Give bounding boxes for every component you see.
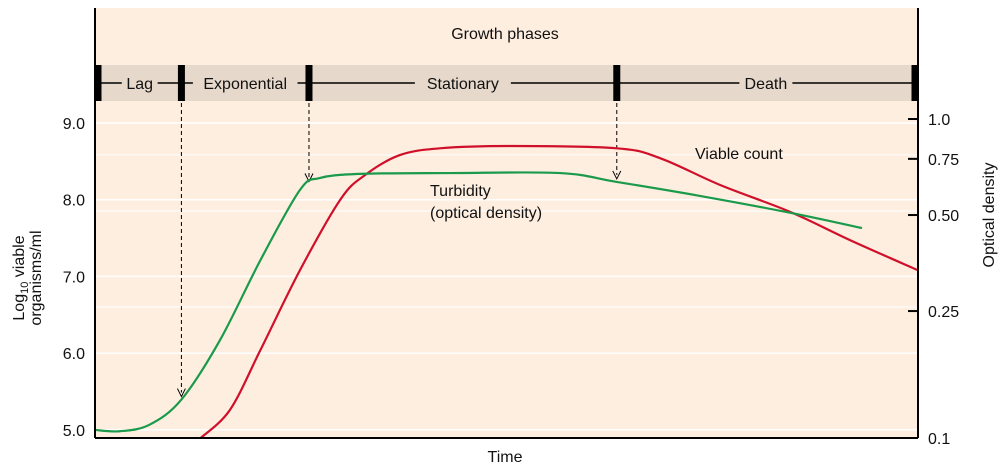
phase-divider (177, 65, 185, 101)
series-label-turbidity-line2: (optical density) (430, 205, 542, 222)
phase-band (95, 65, 918, 101)
phase-divider (305, 65, 313, 101)
y-tick-label: 5.0 (63, 423, 85, 440)
chart-title: Growth phases (451, 26, 559, 43)
y-label-line2: organisms/ml (28, 230, 45, 325)
y-axis-label: Log10 viable organisms/ml (11, 230, 45, 325)
phase-divider (613, 65, 621, 101)
phase-label-stationary: Stationary (427, 76, 499, 93)
y-tick-label: 8.0 (63, 193, 85, 210)
phase-label-lag: Lag (126, 76, 153, 93)
y-label-prefix: Log (11, 294, 28, 321)
y-label-subscript: 10 (19, 282, 31, 294)
turbidity-line (94, 171, 863, 433)
x-axis-label: Time (488, 449, 523, 466)
y-tick-label: 6.0 (63, 346, 85, 363)
y-label-suffix: viable (11, 235, 28, 281)
y2-axis-label: Optical density (981, 163, 998, 268)
series-label-turbidity-line1: Turbidity (430, 183, 491, 200)
phase-divider (94, 65, 102, 101)
svg-text:Log10 viable: Log10 viable (11, 235, 31, 320)
phase-label-exponential: Exponential (203, 76, 287, 93)
y2-tick-label: 0.1 (928, 431, 950, 448)
y-tick-label: 7.0 (63, 269, 85, 286)
y2-tick-label: 0.25 (928, 304, 959, 321)
arrow-head (176, 388, 186, 398)
y2-tick-label: 0.50 (928, 208, 959, 225)
viable-count-line (199, 144, 919, 440)
y2-tick-label: 0.75 (928, 152, 959, 169)
phase-divider (911, 65, 919, 101)
y-tick-label: 9.0 (63, 116, 85, 133)
phase-label-death: Death (745, 76, 788, 93)
series-label-viable-count: Viable count (695, 146, 783, 163)
arrow-head (612, 170, 622, 181)
y2-tick-label: 1.0 (928, 112, 950, 129)
